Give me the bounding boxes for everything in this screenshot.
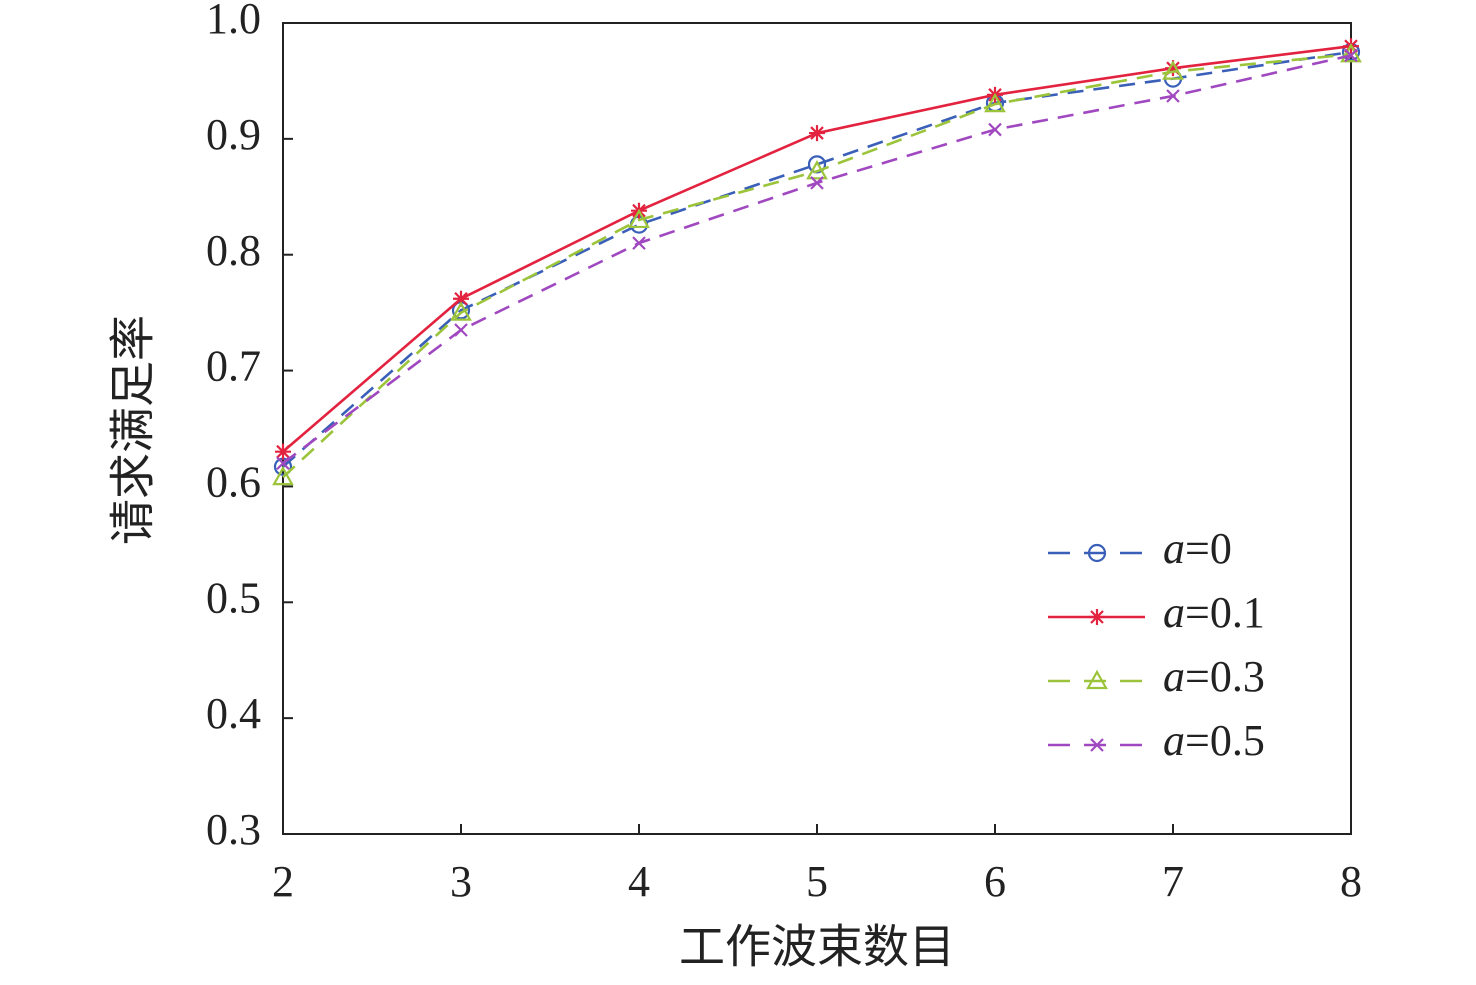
plot-frame: [282, 22, 1352, 835]
y-axis-title: 请求满足率: [108, 315, 159, 545]
marker: [632, 236, 646, 250]
marker: [450, 301, 472, 321]
y-tick-label: 0.8: [206, 226, 261, 275]
x-tick-label: 2: [272, 857, 294, 906]
legend-label: a=0.3: [1163, 652, 1265, 701]
marker: [628, 208, 650, 229]
y-tick-label: 0.6: [206, 458, 261, 507]
legend-label-variable: a: [1163, 716, 1185, 765]
x-tick-label: 6: [984, 857, 1006, 906]
x-tick-label: 4: [628, 857, 650, 906]
legend-marker: [1090, 738, 1104, 752]
legend-label-variable: a: [1163, 588, 1185, 637]
marker: [809, 125, 825, 142]
legend-label-rest: =0.1: [1185, 588, 1265, 637]
marker: [806, 160, 828, 180]
marker: [1166, 89, 1180, 103]
marker: [1344, 48, 1358, 63]
marker: [275, 443, 291, 460]
legend-label-variable: a: [1163, 524, 1185, 573]
legend-label: a=0.5: [1163, 716, 1265, 765]
legend-label-variable: a: [1163, 652, 1185, 701]
legend-label-rest: =0: [1185, 524, 1232, 573]
marker: [272, 465, 294, 486]
legend-label: a=0: [1163, 524, 1232, 573]
x-tick-label: 7: [1162, 857, 1184, 906]
x-tick-label: 3: [450, 857, 472, 906]
x-tick-label: 5: [806, 857, 828, 906]
x-tick-label: 8: [1340, 857, 1362, 906]
series-line: [282, 54, 1352, 465]
marker: [454, 323, 468, 337]
marker: [1162, 60, 1184, 80]
series-line: [282, 52, 1352, 479]
marker: [453, 290, 469, 307]
series-line: [282, 50, 1352, 468]
series-line: [282, 44, 1352, 453]
marker: [1340, 43, 1362, 63]
y-tick-label: 0.4: [206, 689, 261, 738]
marker: [810, 176, 824, 190]
y-tick-label: 0.3: [206, 805, 261, 854]
marker: [276, 456, 290, 471]
marker: [988, 122, 1002, 137]
legend-marker: [1087, 543, 1107, 563]
legend-marker: [1089, 609, 1105, 625]
x-axis-title: 工作波束数目: [679, 922, 955, 973]
legend-label-rest: =0.5: [1185, 716, 1265, 765]
y-tick-label: 0.5: [206, 573, 261, 622]
legend-label: a=0.1: [1163, 588, 1265, 637]
y-tick-label: 0.9: [206, 110, 261, 159]
y-tick-label: 0.7: [206, 342, 261, 391]
y-tick-label: 1.0: [206, 0, 261, 43]
legend-label-rest: =0.3: [1185, 652, 1265, 701]
marker: [1165, 60, 1181, 77]
legend-marker: [1086, 669, 1108, 690]
marker: [984, 92, 1006, 113]
